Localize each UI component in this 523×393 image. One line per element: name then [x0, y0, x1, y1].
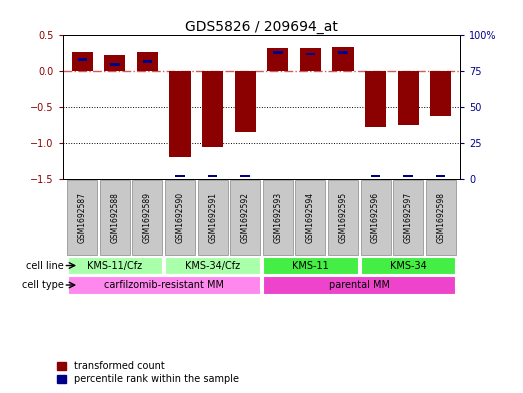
FancyBboxPatch shape	[165, 257, 260, 274]
Bar	[273, 51, 282, 54]
Text: GSM1692587: GSM1692587	[78, 192, 87, 243]
Text: KMS-11/Cfz: KMS-11/Cfz	[87, 261, 142, 270]
Title: GDS5826 / 209694_at: GDS5826 / 209694_at	[185, 20, 338, 34]
Text: KMS-11: KMS-11	[292, 261, 329, 270]
Text: GSM1692590: GSM1692590	[176, 192, 185, 243]
Bar	[338, 51, 348, 54]
Bar	[436, 174, 446, 178]
FancyBboxPatch shape	[263, 276, 456, 294]
Legend: transformed count, percentile rank within the sample: transformed count, percentile rank withi…	[57, 361, 238, 384]
Bar	[430, 71, 451, 116]
Bar	[403, 174, 413, 178]
Bar	[267, 48, 288, 71]
Bar	[137, 52, 158, 71]
Bar	[72, 52, 93, 71]
FancyBboxPatch shape	[100, 180, 130, 255]
FancyBboxPatch shape	[230, 180, 260, 255]
Text: GSM1692595: GSM1692595	[338, 192, 347, 243]
Bar	[371, 174, 380, 178]
Text: GSM1692597: GSM1692597	[404, 192, 413, 243]
Bar	[332, 47, 354, 71]
FancyBboxPatch shape	[67, 276, 260, 294]
Bar	[241, 174, 250, 178]
Bar	[202, 71, 223, 147]
FancyBboxPatch shape	[393, 180, 423, 255]
Text: KMS-34/Cfz: KMS-34/Cfz	[185, 261, 240, 270]
Text: KMS-34: KMS-34	[390, 261, 426, 270]
Bar	[143, 60, 152, 62]
Text: GSM1692592: GSM1692592	[241, 192, 249, 243]
Bar	[300, 48, 321, 71]
Text: GSM1692593: GSM1692593	[274, 192, 282, 243]
FancyBboxPatch shape	[165, 180, 195, 255]
Bar	[104, 55, 126, 71]
FancyBboxPatch shape	[263, 180, 293, 255]
FancyBboxPatch shape	[360, 180, 391, 255]
FancyBboxPatch shape	[263, 257, 358, 274]
Bar	[235, 71, 256, 132]
FancyBboxPatch shape	[132, 180, 163, 255]
Bar	[169, 71, 191, 157]
Bar	[305, 53, 315, 55]
Text: GSM1692588: GSM1692588	[110, 192, 119, 243]
Bar	[365, 71, 386, 127]
Bar	[208, 174, 218, 178]
Text: parental MM: parental MM	[329, 280, 390, 290]
Text: GSM1692596: GSM1692596	[371, 192, 380, 243]
Text: carfilzomib-resistant MM: carfilzomib-resistant MM	[104, 280, 224, 290]
Bar	[397, 71, 419, 125]
FancyBboxPatch shape	[426, 180, 456, 255]
Text: GSM1692591: GSM1692591	[208, 192, 217, 243]
FancyBboxPatch shape	[361, 257, 456, 274]
FancyBboxPatch shape	[198, 180, 228, 255]
FancyBboxPatch shape	[328, 180, 358, 255]
Text: GSM1692594: GSM1692594	[306, 192, 315, 243]
Text: cell type: cell type	[21, 280, 63, 290]
FancyBboxPatch shape	[295, 180, 325, 255]
Bar	[175, 174, 185, 178]
FancyBboxPatch shape	[67, 180, 97, 255]
Bar	[110, 62, 120, 66]
Text: GSM1692589: GSM1692589	[143, 192, 152, 243]
Text: cell line: cell line	[26, 261, 63, 270]
FancyBboxPatch shape	[67, 257, 162, 274]
Text: GSM1692598: GSM1692598	[436, 192, 445, 243]
Bar	[77, 58, 87, 61]
